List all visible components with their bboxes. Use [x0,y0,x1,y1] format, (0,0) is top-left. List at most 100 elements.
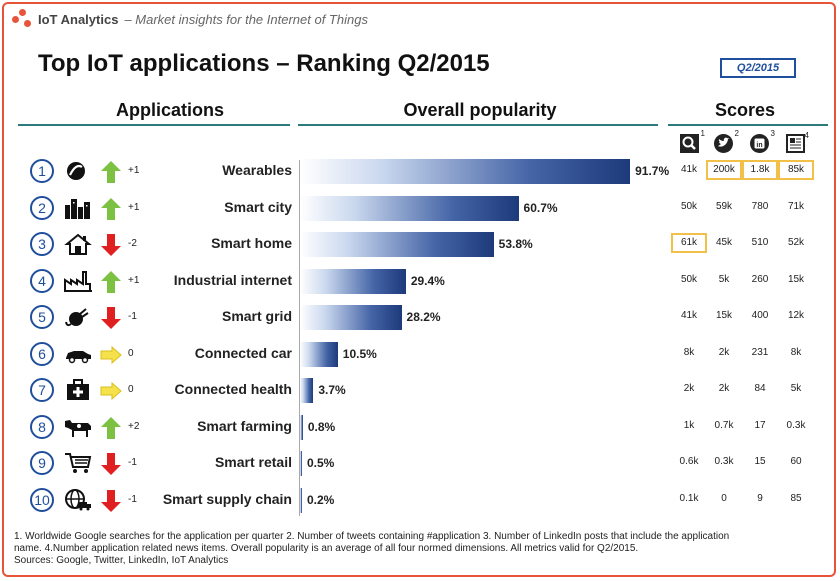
quarter-badge: Q2/2015 [720,58,796,78]
arrow-down-icon [100,452,122,476]
linkedin-posts-score: 510 [751,237,769,248]
popularity-header: Overall popularity [403,100,557,120]
table-row: 8 +2 Smart farming 0.8% 1k 0.7k 17 0.3k [0,413,840,443]
house-icon [64,233,92,255]
rank-badge: 6 [30,341,54,366]
rank-badge: 2 [30,195,54,220]
city-icon [64,197,92,219]
rank-badge: 4 [30,268,54,293]
google-searches-score: 50k [680,200,698,212]
table-row: 2 +1 Smart city 60.7% 50k 59k 780 71k [0,194,840,224]
bar-axis-line [299,160,300,516]
table-row: 7 0 Connected health 3.7% 2k 2k 84 5k [0,376,840,406]
rank-change: -1 [128,457,137,468]
table-row: 9 -1 Smart retail 0.5% 0.6k 0.3k 15 60 [0,449,840,479]
application-name: Smart city [224,198,292,215]
news-items-score: 85k [778,160,814,180]
table-row: 3 -2 Smart home 53.8% 61k 45k 510 52k [0,230,840,260]
tweets-score: 200k [706,160,742,180]
news-items-score: 52k [787,237,805,248]
car-icon [64,343,92,365]
tweets-score: 45k [715,237,733,248]
header-bar: IoT Analytics – Market insights for the … [12,8,368,30]
footnote-line-2: name. 4.Number application related news … [14,543,639,554]
linkedin-posts-score: 231 [751,346,769,358]
popularity-value-label: 53.8% [498,237,533,251]
factory-icon [64,270,92,292]
table-row: 6 0 Connected car 10.5% 8k 2k 231 8k [0,340,840,370]
rank-badge: 9 [30,451,54,475]
tweets-score: 2k [718,383,730,394]
tweets-score: 0 [721,492,727,504]
google-searches-score: 2k [683,383,695,394]
linkedin-posts-score: 1.8k [742,160,778,180]
footnote-line-3: Sources: Google, Twitter, LinkedIn, IoT … [14,555,229,566]
table-row: 1 +1 Wearables 91.7% 41k 200k 1.8k 85k [0,157,840,187]
popularity-bar [300,414,303,440]
popularity-underline [298,124,658,126]
news-items-score: 12k [787,310,805,321]
application-name: Smart home [211,235,292,251]
rank-badge: 10 [30,487,54,512]
google-searches-score: 41k [680,164,698,175]
rank-change: +2 [128,420,140,432]
tweets-score: 15k [715,310,733,321]
rank-change: -1 [128,493,137,505]
google-searches-score: 61k [671,233,707,253]
popularity-value-label: 10.5% [342,346,377,361]
rank-change: -2 [128,238,137,249]
popularity-bar [300,341,338,367]
application-name: Connected health [174,381,292,397]
table-row: 4 +1 Industrial internet 29.4% 50k 5k 260 15k [0,267,840,297]
news-items-score: 60 [790,456,802,467]
arrow-up-icon [100,197,122,221]
linkedin-posts-score: 84 [754,383,766,394]
linkedin-posts-score: 400 [751,310,769,321]
rank-change: 0 [128,347,134,359]
application-name: Connected car [194,344,292,361]
rank-change: -1 [128,311,137,322]
medical-kit-icon [64,379,92,401]
arrow-up-icon [100,270,122,294]
news-items-score: 85 [790,492,802,504]
news-items-score: 71k [787,200,805,212]
popularity-bar [300,159,631,184]
search-icon: 1 [680,129,705,153]
google-searches-score: 0.1k [679,492,699,504]
table-row: 10 -1 Smart supply chain 0.2% 0.1k 0 9 85 [0,486,840,516]
scores-header: Scores [714,100,776,120]
table-row: 5 -1 Smart grid 28.2% 41k 15k 400 12k [0,303,840,333]
popularity-bar [300,268,406,294]
popularity-bar [300,487,302,513]
arrow-right-icon [100,379,122,403]
google-searches-score: 8k [683,346,695,358]
news-items-score: 0.3k [786,419,806,431]
arrow-up-icon [100,416,122,440]
linkedin-icon: in 3 [750,129,775,153]
popularity-bar [300,232,494,257]
linkedin-posts-score: 780 [751,200,769,212]
popularity-bar [300,305,402,330]
tweets-score: 2k [718,346,730,358]
popularity-bar [300,195,519,221]
linkedin-posts-score: 260 [751,273,769,285]
footnote-line-1: 1. Worldwide Google searches for the app… [14,531,730,542]
plug-icon [64,306,92,328]
news-items-score: 5k [790,383,802,394]
arrow-up-icon [100,160,122,184]
page-title: Top IoT applications – Ranking Q2/2015 [38,50,490,77]
footnote: 1. Worldwide Google searches for the app… [14,531,804,567]
wearable-band-icon [64,160,92,182]
linkedin-posts-score: 15 [754,456,766,467]
application-name: Industrial internet [173,271,292,288]
cow-icon [64,416,92,438]
tweets-score: 0.7k [714,419,734,431]
tweets-score: 5k [718,273,730,285]
tweets-score: 59k [715,200,733,212]
popularity-value-label: 91.7% [635,164,670,178]
applications-header: Applications [115,100,224,120]
tweets-score: 0.3k [714,456,734,467]
popularity-value-label: 0.5% [307,456,335,470]
arrow-down-icon [100,233,122,257]
